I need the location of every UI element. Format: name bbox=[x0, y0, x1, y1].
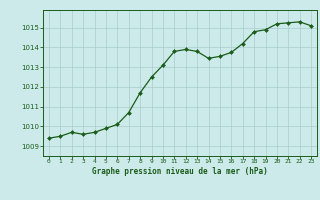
X-axis label: Graphe pression niveau de la mer (hPa): Graphe pression niveau de la mer (hPa) bbox=[92, 167, 268, 176]
